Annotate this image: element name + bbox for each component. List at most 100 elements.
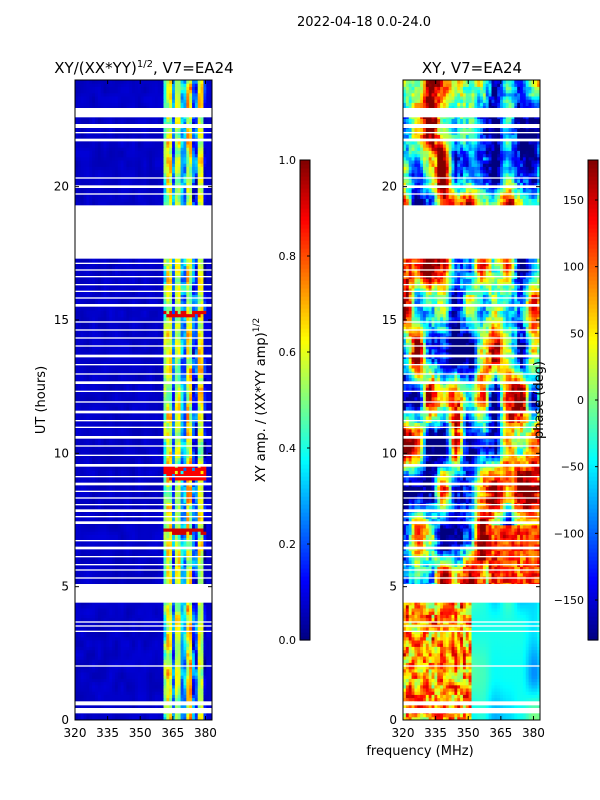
amp-heatmap-cell bbox=[126, 646, 130, 651]
amp-heatmap-cell bbox=[154, 569, 159, 574]
amp-heatmap-cell bbox=[186, 643, 190, 647]
amp-heatmap-cell bbox=[192, 528, 196, 532]
amp-heatmap-cell bbox=[197, 393, 202, 398]
amp-heatmap-cell bbox=[106, 524, 110, 529]
amp-heatmap-cell bbox=[197, 473, 202, 478]
amp-heatmap-cell bbox=[77, 608, 82, 612]
amp-heatmap-cell bbox=[77, 572, 82, 577]
amp-heatmap-cell bbox=[89, 438, 93, 443]
amp-heatmap-cell bbox=[137, 428, 142, 433]
amp-heatmap-cell bbox=[160, 486, 164, 491]
amp-heatmap-cell bbox=[169, 681, 173, 686]
amp-heatmap-cell bbox=[177, 416, 182, 420]
amp-heatmap-cell bbox=[83, 659, 87, 663]
amp-heatmap-cell bbox=[177, 656, 182, 660]
amp-heatmap-cell bbox=[154, 688, 159, 692]
amp-heatmap-cell bbox=[143, 643, 147, 647]
amp-heatmap-cell bbox=[86, 672, 90, 676]
amp-heatmap-cell bbox=[97, 566, 102, 571]
amp-heatmap-cell bbox=[129, 531, 133, 535]
amp-heatmap-cell bbox=[189, 528, 193, 532]
amp-heatmap-cell bbox=[97, 681, 102, 686]
amp-heatmap-cell bbox=[183, 524, 187, 529]
amp-heatmap-cell bbox=[189, 432, 193, 436]
amp-heatmap-cell bbox=[126, 627, 130, 631]
amp-heatmap-cell bbox=[149, 656, 153, 660]
amp-heatmap-cell bbox=[209, 688, 213, 692]
amp-heatmap-cell bbox=[200, 566, 204, 571]
amp-heatmap-cell bbox=[169, 611, 173, 615]
amp-heatmap-cell bbox=[197, 467, 202, 471]
amp-heatmap-cell bbox=[100, 524, 105, 529]
amp-heatmap-cell bbox=[129, 432, 133, 436]
amp-heatmap-cell bbox=[114, 499, 119, 503]
amp-heatmap-cell bbox=[189, 556, 193, 561]
amp-heatmap-cell bbox=[186, 480, 190, 484]
amp-heatmap-cell bbox=[166, 569, 170, 574]
amp-heatmap-cell bbox=[163, 617, 167, 622]
amp-heatmap-cell bbox=[106, 486, 110, 491]
amp-heatmap-cell bbox=[92, 608, 96, 612]
amp-heatmap-cell bbox=[106, 646, 110, 651]
amp-heatmap-cell bbox=[163, 643, 167, 647]
amp-heatmap-cell bbox=[75, 396, 79, 401]
amp-heatmap-cell bbox=[189, 678, 193, 683]
amp-heatmap-cell bbox=[154, 668, 159, 673]
amp-heatmap-cell bbox=[166, 406, 170, 411]
amp-heatmap-cell bbox=[189, 467, 193, 471]
amp-heatmap-cell bbox=[140, 662, 144, 667]
amp-heatmap-cell bbox=[192, 467, 196, 471]
amp-heatmap-cell bbox=[80, 556, 85, 561]
amp-heatmap-cell bbox=[89, 467, 93, 471]
amp-heatmap-cell bbox=[129, 611, 133, 615]
amp-heatmap-cell bbox=[137, 633, 142, 638]
amp-heatmap-cell bbox=[152, 572, 156, 577]
amp-heatmap-cell bbox=[134, 649, 139, 654]
amp-heatmap-cell bbox=[200, 438, 204, 443]
amp-heatmap-cell bbox=[163, 636, 167, 641]
amp-heatmap-cell bbox=[200, 454, 204, 459]
amp-heatmap-cell bbox=[160, 668, 164, 673]
amp-heatmap-cell bbox=[143, 393, 147, 398]
amp-heatmap-cell bbox=[77, 662, 82, 667]
amp-heatmap-cell bbox=[106, 499, 110, 503]
amp-heatmap-cell bbox=[103, 438, 107, 443]
amp-heatmap-cell bbox=[189, 553, 193, 558]
amp-heatmap-cell bbox=[100, 716, 105, 721]
amp-heatmap-cell bbox=[80, 704, 85, 708]
amp-heatmap-cell bbox=[80, 416, 85, 420]
amp-heatmap-cell bbox=[75, 518, 79, 523]
amp-heatmap-cell bbox=[200, 691, 204, 695]
amp-heatmap-cell bbox=[86, 537, 90, 542]
amp-heatmap-cell bbox=[149, 451, 153, 455]
amp-heatmap-cell bbox=[100, 688, 105, 692]
amp-heatmap-cell bbox=[129, 656, 133, 660]
amp-heatmap-cell bbox=[157, 518, 162, 523]
amp-heatmap-cell bbox=[197, 611, 202, 615]
amp-heatmap-cell bbox=[154, 617, 159, 622]
amp-heatmap-cell bbox=[180, 416, 184, 420]
amp-heatmap-cell bbox=[169, 675, 173, 679]
amp-heatmap-cell bbox=[203, 668, 207, 673]
amp-heatmap-cell bbox=[180, 454, 184, 459]
amp-heatmap-cell bbox=[126, 630, 130, 635]
amp-heatmap-cell bbox=[192, 412, 196, 417]
amp-heatmap-cell bbox=[149, 416, 153, 420]
amp-heatmap-cell bbox=[123, 518, 127, 523]
amp-heatmap-cell bbox=[157, 534, 162, 539]
amp-heatmap-cell bbox=[160, 499, 164, 503]
amp-heatmap-cell bbox=[163, 476, 167, 481]
amp-heatmap-cell bbox=[186, 406, 190, 411]
amp-heatmap-cell bbox=[97, 604, 102, 609]
amp-heatmap-cell bbox=[186, 652, 190, 657]
amp-heatmap-cell bbox=[134, 704, 139, 708]
amp-heatmap-cell bbox=[149, 457, 153, 462]
amp-heatmap-cell bbox=[89, 640, 93, 644]
amp-heatmap-cell bbox=[209, 524, 213, 529]
amp-heatmap-cell bbox=[103, 640, 107, 644]
amp-heatmap-cell bbox=[123, 704, 127, 708]
amp-heatmap-cell bbox=[132, 611, 136, 615]
amp-heatmap-cell bbox=[137, 540, 142, 545]
amp-heatmap-cell bbox=[117, 633, 122, 638]
amp-heatmap-cell bbox=[103, 572, 107, 577]
